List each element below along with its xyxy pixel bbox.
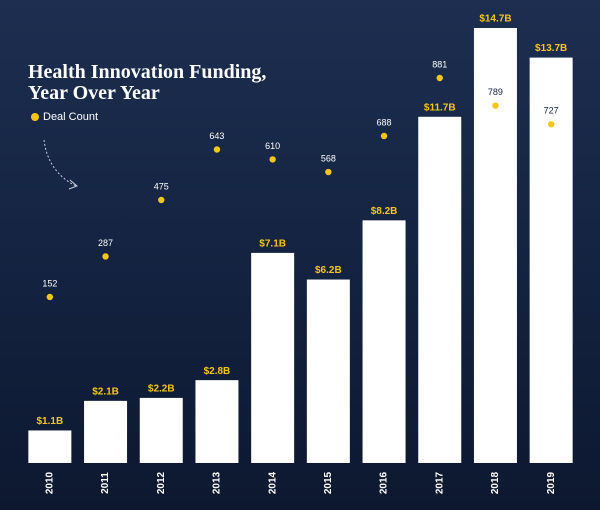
bar [529, 57, 573, 464]
bar [418, 116, 462, 463]
bar [251, 252, 295, 463]
deal-label: 475 [154, 181, 169, 191]
bar-value-label: $1.1B [37, 416, 64, 427]
deal-label: 789 [488, 87, 503, 97]
deal-label: 610 [265, 141, 280, 151]
bar-value-label: $13.7B [535, 43, 567, 54]
bar [28, 430, 72, 463]
bar-value-label: $11.7B [424, 102, 456, 113]
bar [84, 400, 128, 463]
deal-label: 568 [321, 153, 336, 163]
x-tick-label: 2013 [212, 471, 223, 494]
bar-value-label: $8.2B [371, 206, 398, 217]
deal-dot [102, 253, 109, 260]
deal-label: 287 [98, 238, 113, 248]
x-tick-label: 2019 [546, 471, 557, 494]
deal-label: 881 [432, 59, 447, 69]
deal-dot [380, 132, 388, 140]
bar [362, 220, 406, 463]
bar-value-label: $7.1B [259, 239, 286, 250]
legend-dot [31, 113, 39, 121]
chart-title: Health Innovation Funding, Year Over Yea… [28, 61, 267, 104]
deal-dot [547, 121, 555, 128]
arrow-head [68, 179, 78, 190]
bar [195, 380, 239, 463]
x-tick-label: 2015 [323, 471, 334, 494]
bar-value-label: $2.1B [92, 386, 119, 397]
x-tick-label: 2018 [490, 471, 501, 494]
bar-value-label: $6.2B [315, 265, 342, 276]
deal-label: 727 [544, 106, 559, 116]
deal-label: 643 [209, 131, 224, 141]
deal-dot [436, 74, 443, 82]
deal-dot [213, 146, 221, 153]
deal-label: 688 [377, 117, 392, 127]
x-tick-label: 2012 [156, 471, 167, 494]
deal-dot [325, 168, 332, 176]
bar-value-label: $2.2B [148, 384, 175, 395]
bar [139, 397, 183, 463]
x-tick-label: 2016 [379, 471, 390, 494]
bar [473, 28, 517, 463]
deal-dot [158, 196, 165, 204]
x-tick-label: 2017 [434, 471, 445, 494]
legend-label: Deal Count [43, 111, 98, 123]
x-tick-label: 2010 [44, 471, 55, 494]
arrow [43, 139, 77, 187]
deal-dot [269, 156, 276, 163]
bar-value-label: $14.7B [479, 14, 511, 25]
bar [306, 279, 350, 463]
bar-value-label: $2.8B [204, 366, 231, 377]
deal-dot [46, 293, 54, 301]
x-tick-label: 2011 [100, 472, 111, 494]
deal-dot [492, 102, 499, 109]
deal-label: 152 [42, 278, 57, 288]
x-tick-label: 2014 [267, 471, 278, 494]
